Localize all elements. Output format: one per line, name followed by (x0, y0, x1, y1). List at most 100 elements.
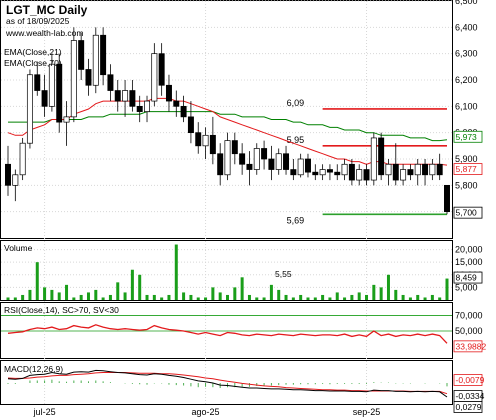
volume-bar (335, 292, 339, 300)
candle-body (348, 163, 355, 181)
volume-bar (101, 297, 105, 300)
candle-body (26, 74, 33, 144)
macd-panel (0, 360, 453, 405)
volume-bars (6, 244, 449, 300)
rsi-line (7, 324, 448, 344)
volume-bar (21, 294, 25, 300)
candle-body (195, 132, 202, 147)
volume-bar (247, 294, 251, 300)
candle-body (78, 40, 85, 70)
candle-body (356, 169, 363, 181)
volume-last-value: 8,459 (456, 273, 478, 283)
candle-body (370, 137, 377, 181)
volume-bar (160, 297, 164, 300)
volume-bar (401, 294, 405, 300)
volume-bar (50, 289, 54, 300)
volume-last-value-box (453, 271, 483, 284)
candle-body (378, 137, 385, 176)
candle-body (144, 100, 151, 112)
volume-bar (65, 284, 69, 300)
price-y-tick: 6,500 (455, 0, 478, 6)
candle-body (400, 169, 407, 181)
candle-body (187, 116, 194, 134)
volume-bar (416, 294, 420, 300)
candle-body (283, 153, 290, 170)
volume-bar (328, 297, 332, 300)
candle-body (136, 105, 143, 112)
volume-bar (269, 284, 273, 300)
volume-bar (86, 292, 90, 300)
candle-body (385, 163, 392, 176)
volume-bar (152, 294, 156, 300)
candle-body (304, 158, 311, 173)
volume-bar (123, 292, 127, 300)
candle-body (158, 53, 165, 86)
volume-bar (350, 294, 354, 300)
candle-body (253, 148, 260, 170)
candle-body (231, 140, 238, 155)
candle-body (180, 105, 187, 118)
candle-body (12, 174, 19, 186)
volume-title: Volume (4, 243, 33, 253)
candle-body (19, 142, 26, 176)
volume-bar (189, 294, 193, 300)
volume-bar (72, 297, 76, 300)
volume-bar (357, 292, 361, 300)
candle-body (326, 169, 333, 173)
rsi-last-value-box (453, 340, 483, 353)
candle-body (239, 153, 246, 165)
volume-bar (372, 284, 376, 300)
ema21-label: EMA(Close,21) (4, 47, 62, 57)
volume-bar (299, 294, 303, 300)
close-last-value: 5,700 (456, 208, 478, 218)
candle-body (290, 169, 297, 176)
volume-bar (218, 292, 222, 300)
macd-title: MACD(12,26,9) (4, 364, 63, 374)
volume-bar (277, 289, 281, 300)
volume-annotation: 5,55 (275, 269, 292, 279)
ema70-last-value: 5,973 (456, 132, 478, 142)
volume-bar (423, 297, 427, 300)
candle-body (224, 140, 231, 176)
volume-bar (313, 297, 317, 300)
resistance-label: 5,95 (287, 135, 305, 145)
site-label: www.wealth-lab.com (5, 28, 83, 38)
candle-body (334, 171, 341, 176)
volume-y-tick: 5,000 (455, 282, 478, 292)
rsi-y-tick: 70,000 (455, 311, 483, 321)
candle-body (56, 63, 63, 123)
candle-body (209, 134, 216, 155)
ema21-last-value-box (453, 163, 483, 175)
candle-body (5, 163, 11, 186)
candle-body (436, 163, 443, 176)
candle-body (151, 53, 158, 102)
rsi-line (7, 324, 448, 344)
support-label: 5,69 (287, 215, 305, 225)
price-y-tick: 6,100 (455, 101, 478, 111)
volume-bar (226, 294, 229, 300)
rsi-y-tick: 50,000 (455, 326, 483, 336)
price-y-tick: 5,800 (455, 180, 478, 190)
volume-bar (57, 292, 61, 300)
candle-body (202, 134, 209, 147)
volume-bar (130, 269, 134, 300)
ema70-label: EMA(Close,70) (4, 58, 62, 68)
candle-body (114, 90, 121, 102)
candle-body (34, 74, 41, 91)
volume-bar (116, 282, 120, 300)
volume-bar (291, 297, 295, 300)
volume-bar (138, 274, 142, 300)
as-of-date: as of 18/09/2025 (6, 16, 70, 26)
volume-bar (379, 287, 383, 300)
candle-body (268, 158, 275, 170)
volume-bar (394, 289, 398, 300)
volume-bar (79, 294, 83, 300)
support-resistance-levels: 6,09 5,95 5,69 (287, 98, 447, 225)
candle-body (429, 163, 436, 176)
volume-bar (240, 277, 244, 300)
volume-bar (174, 244, 178, 300)
macd-signal-last-value: 0,0279 (456, 402, 482, 412)
volume-bar (386, 274, 390, 300)
volume-bar (108, 294, 112, 300)
candle-body (48, 63, 55, 107)
